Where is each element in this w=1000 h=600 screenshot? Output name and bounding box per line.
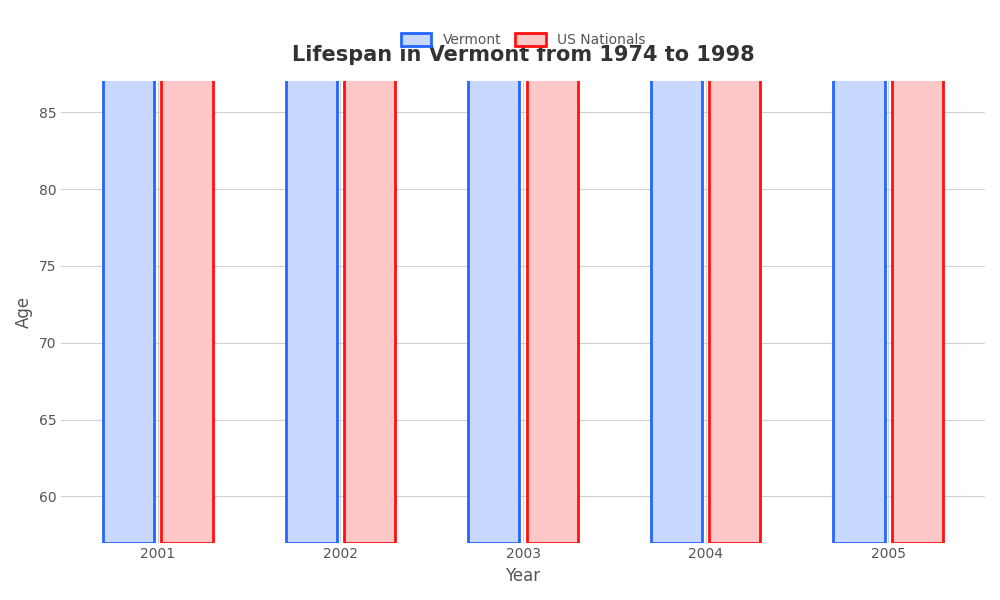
Bar [286,0,337,542]
Bar [468,0,519,542]
Bar [161,0,213,542]
Bar [103,0,154,542]
Bar [527,0,578,542]
Bar [892,0,943,542]
Legend: Vermont, US Nationals: Vermont, US Nationals [401,33,645,47]
X-axis label: Year: Year [505,567,541,585]
Title: Lifespan in Vermont from 1974 to 1998: Lifespan in Vermont from 1974 to 1998 [292,44,754,65]
Bar [344,0,395,542]
Bar [709,0,760,542]
Bar [833,0,885,542]
Bar [651,0,702,542]
Y-axis label: Age: Age [15,296,33,328]
